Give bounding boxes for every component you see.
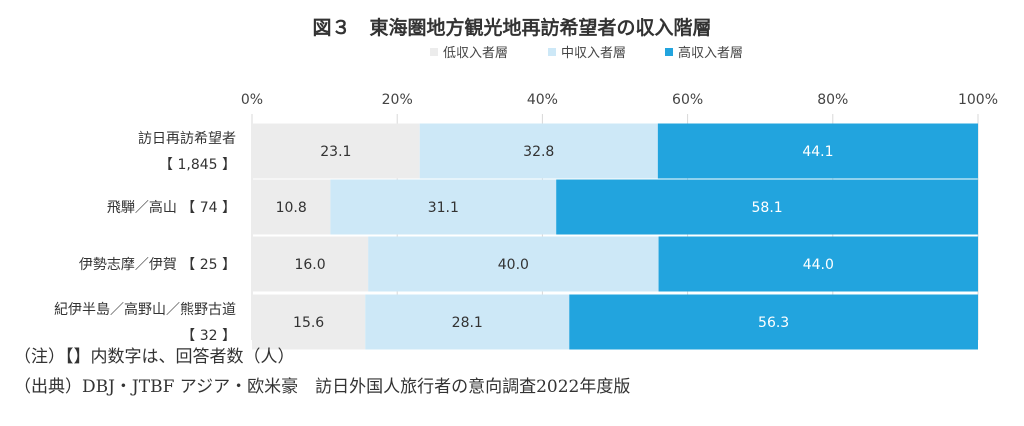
bar-segment <box>658 236 978 292</box>
bar-data-label: 15.6 <box>293 315 324 331</box>
bar-segment <box>252 294 366 350</box>
bar-data-label: 28.1 <box>452 315 483 331</box>
bar-segment <box>365 294 570 350</box>
category-label: 【 32 】 <box>181 328 236 344</box>
bar-segment <box>368 236 659 292</box>
legend-swatch <box>548 48 556 56</box>
footnote: （注）【】内数字は、回答者数（人） <box>14 347 295 367</box>
bar-data-label: 31.1 <box>428 200 459 216</box>
legend-label: 中収入者層 <box>561 46 626 61</box>
bar-segment <box>252 179 331 235</box>
category-label: 伊勢志摩／伊賀 【 25 】 <box>79 256 236 273</box>
x-axis-ticks: 0% 20% 40% 60% 80% 100% <box>241 92 998 108</box>
legend: 低収入者層 中収入者層 高収入者層 <box>430 45 743 61</box>
bar-data-label: 58.1 <box>752 200 783 216</box>
x-tick-label: 20% <box>382 92 413 108</box>
bar-data-label: 16.0 <box>294 257 325 273</box>
legend-label: 高収入者層 <box>678 45 743 61</box>
bar-segment <box>556 179 978 235</box>
bar-data-label: 32.8 <box>523 144 554 160</box>
bar-data-label: 44.1 <box>802 144 833 160</box>
bar-segment <box>330 179 557 235</box>
bar-segment <box>419 123 658 179</box>
category-labels: 訪日再訪希望者【 1,845 】飛騨／高山 【 74 】伊勢志摩／伊賀 【 25… <box>54 131 236 344</box>
x-tick-label: 0% <box>241 92 263 108</box>
x-tick-label: 100% <box>958 92 998 108</box>
bar-data-label: 44.0 <box>803 257 834 273</box>
category-label: 紀伊半島／高野山／熊野古道 <box>54 301 236 318</box>
x-tick-label: 80% <box>817 92 848 108</box>
bars: 23.1 32.8 44.1 10.8 31.1 58.1 16.0 40.0 44.0 15.6… <box>252 123 978 350</box>
bar-segment <box>569 294 978 350</box>
category-label: 訪日再訪希望者 <box>138 131 236 147</box>
source-note: （出典）DBJ・JTBF アジア・欧米豪 訪日外国人旅行者の意向調査2022年度… <box>14 377 631 397</box>
legend-swatch <box>430 48 438 56</box>
chart-title: 図３ 東海圏地方観光地再訪希望者の収入階層 <box>312 16 711 39</box>
legend-label: 低収入者層 <box>443 46 508 61</box>
x-tick-label: 60% <box>672 92 703 108</box>
legend-swatch <box>665 48 673 56</box>
bar-segment <box>252 236 369 292</box>
bar-segment <box>252 123 420 179</box>
bar-data-label: 10.8 <box>276 200 307 216</box>
bar-data-label: 23.1 <box>320 144 351 160</box>
bar-data-label: 56.3 <box>758 315 789 331</box>
category-label: 飛騨／高山 【 74 】 <box>107 199 236 216</box>
category-label: 【 1,845 】 <box>159 157 236 173</box>
bar-segment <box>657 123 978 179</box>
bar-data-label: 40.0 <box>498 257 529 273</box>
x-tick-label: 40% <box>527 92 558 108</box>
